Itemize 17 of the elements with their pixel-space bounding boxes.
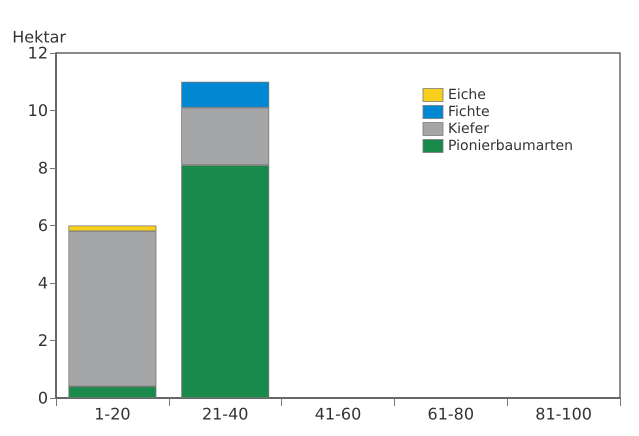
y-tick-label: 8 <box>38 158 48 178</box>
legend-label: Fichte <box>448 104 490 120</box>
y-axis-title: Hektar <box>12 28 66 46</box>
y-tick-label: 10 <box>28 101 48 120</box>
y-tick-label: 12 <box>28 44 48 62</box>
y-tick-label: 0 <box>38 388 48 408</box>
x-tick-label: 81-100 <box>535 404 592 424</box>
legend-label: Kiefer <box>448 121 490 137</box>
x-tick-label: 21-40 <box>202 404 248 424</box>
x-tick-label: 61-80 <box>428 404 474 424</box>
y-tick-label: 6 <box>38 216 48 235</box>
y-tick-label: 2 <box>38 331 48 350</box>
legend-label: Eiche <box>448 87 486 103</box>
legend-label: Pionierbaumarten <box>448 138 574 154</box>
x-tick-label: 41-60 <box>314 404 362 424</box>
y-tick-label: 4 <box>38 274 48 292</box>
x-tick-label: 1-20 <box>94 404 131 424</box>
